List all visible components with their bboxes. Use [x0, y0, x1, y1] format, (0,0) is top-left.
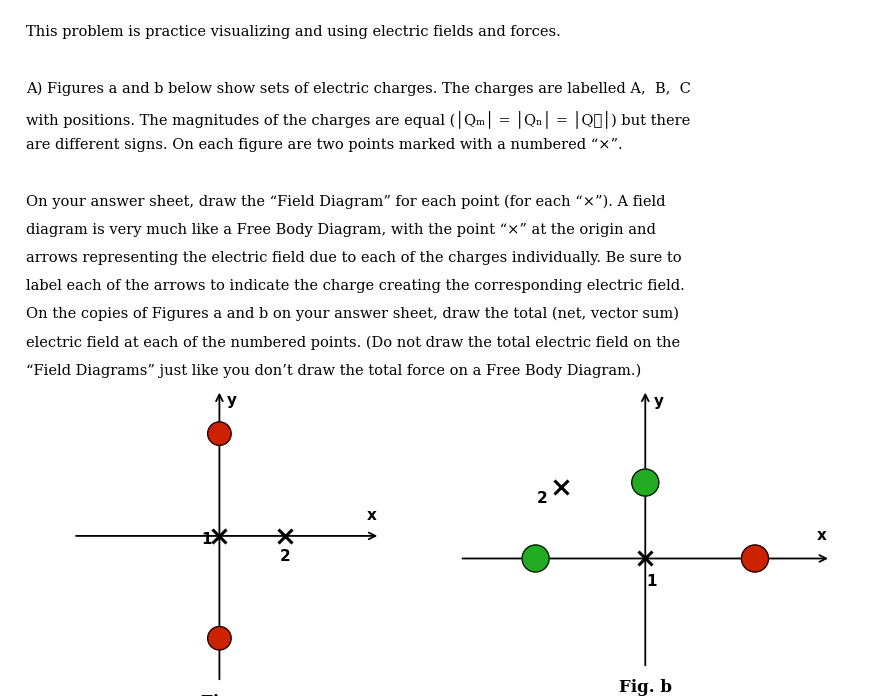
Text: 2: 2 — [537, 491, 548, 506]
Text: On your answer sheet, draw the “Field Diagram” for each point (for each “×”). A : On your answer sheet, draw the “Field Di… — [26, 194, 665, 209]
Text: A) Figures a and b below show sets of electric charges. The charges are labelled: A) Figures a and b below show sets of el… — [26, 81, 691, 96]
Text: x: x — [817, 528, 827, 544]
Text: y: y — [654, 394, 664, 409]
Circle shape — [208, 626, 231, 650]
Circle shape — [632, 469, 658, 496]
Text: On the copies of Figures a and b on your answer sheet, draw the total (net, vect: On the copies of Figures a and b on your… — [26, 307, 679, 322]
Text: “Field Diagrams” just like you don’t draw the total force on a Free Body Diagram: “Field Diagrams” just like you don’t dra… — [26, 363, 642, 378]
Text: arrows representing the electric field due to each of the charges individually. : arrows representing the electric field d… — [26, 251, 682, 264]
Text: This problem is practice visualizing and using electric fields and forces.: This problem is practice visualizing and… — [26, 25, 561, 39]
Text: with positions. The magnitudes of the charges are equal (│Qₘ│ = │Qₙ│ = │Q℀│) but: with positions. The magnitudes of the ch… — [26, 110, 691, 127]
Text: are different signs. On each figure are two points marked with a numbered “×”.: are different signs. On each figure are … — [26, 138, 623, 152]
Circle shape — [208, 422, 231, 445]
Circle shape — [522, 545, 549, 572]
Text: Fig. b: Fig. b — [619, 679, 671, 696]
Circle shape — [741, 545, 768, 572]
Text: 2: 2 — [280, 549, 290, 564]
Text: electric field at each of the numbered points. (Do not draw the total electric f: electric field at each of the numbered p… — [26, 335, 680, 349]
Text: 1: 1 — [201, 532, 212, 547]
Text: diagram is very much like a Free Body Diagram, with the point “×” at the origin : diagram is very much like a Free Body Di… — [26, 223, 656, 237]
Text: Fig. a: Fig. a — [201, 694, 253, 696]
Text: label each of the arrows to indicate the charge creating the corresponding elect: label each of the arrows to indicate the… — [26, 279, 685, 293]
Text: y: y — [227, 393, 236, 409]
Text: x: x — [366, 508, 377, 523]
Text: 1: 1 — [647, 574, 657, 589]
